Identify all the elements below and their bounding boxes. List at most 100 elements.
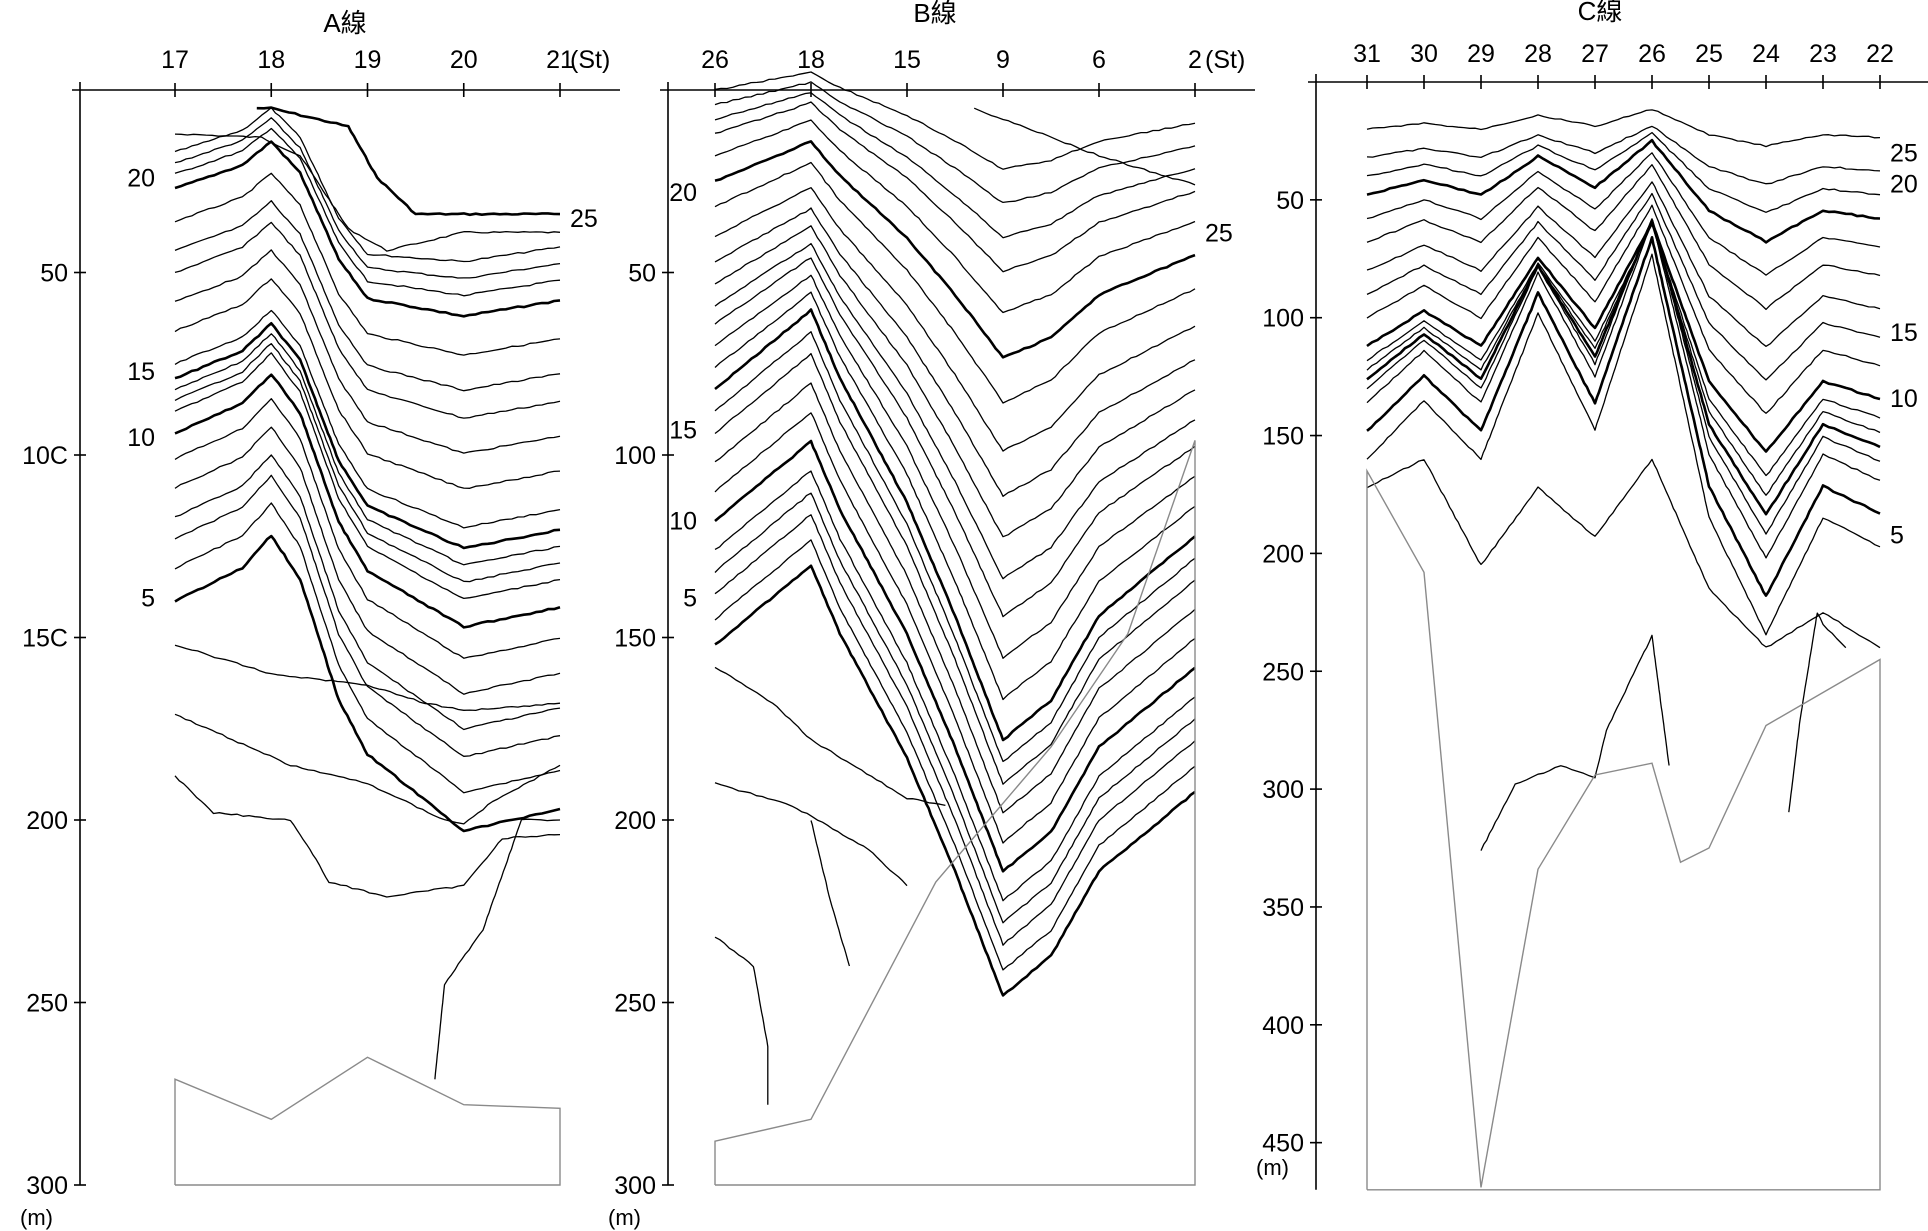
- isotherm-line: [1366, 164, 1881, 311]
- isotherm-label: 5: [1890, 522, 1904, 550]
- isotherm-line: [174, 127, 561, 297]
- isotherm-line: [1366, 109, 1881, 148]
- panel-a-section: A線 17 18 19 20 21(St) 50 10C 15C 200 250 300 (m) 20 15…: [20, 8, 620, 1230]
- sea-bottom-outline: [174, 1056, 561, 1186]
- depth-unit-label: (m): [20, 1205, 53, 1230]
- station-label: 15: [893, 46, 921, 74]
- isotherm-line: [1366, 253, 1881, 636]
- depth-label: 250: [614, 990, 656, 1018]
- isotherm-line: [174, 502, 561, 794]
- sea-bottom-outline: [714, 440, 1196, 1186]
- isotherm-line: [174, 309, 561, 529]
- isotherm-line: [714, 782, 908, 887]
- isotherm-line: [1788, 612, 1847, 813]
- isotherm-line: [174, 474, 561, 757]
- isotherm-line: [174, 249, 561, 454]
- isotherm-line: [714, 331, 1196, 763]
- panel-title: B線: [913, 0, 956, 28]
- isotherm-line: [714, 412, 1196, 844]
- station-label: 24: [1752, 40, 1780, 68]
- panel-title: A線: [323, 8, 366, 38]
- isotherm-line: [1366, 131, 1881, 213]
- isotherm-label: 15: [127, 358, 155, 386]
- isotherm-line: [714, 564, 1196, 997]
- depth-label: 200: [614, 807, 656, 835]
- isotherm-line: [714, 92, 1196, 239]
- isotherm-line: [174, 454, 561, 731]
- isotherm-line: [1366, 458, 1881, 649]
- depth-label: 50: [40, 260, 68, 288]
- panel-c-section: C線 31 30 29 28 27 26 25 24 23 22 50 100 150 200 250 300 3…: [1256, 0, 1928, 1191]
- isotherm-line: [434, 818, 561, 1080]
- depth-label: 350: [1262, 894, 1304, 922]
- station-label: 19: [354, 46, 382, 74]
- depth-label: 300: [1262, 776, 1304, 804]
- station-label: 18: [257, 46, 285, 74]
- isotherm-line: [714, 257, 1196, 618]
- isotherm-line: [714, 81, 1196, 204]
- isotherm-label: 10: [127, 424, 155, 452]
- station-unit-label: (St): [570, 46, 610, 74]
- station-label: 26: [701, 46, 729, 74]
- depth-label: 400: [1262, 1012, 1304, 1040]
- isotherm-line: [714, 514, 1196, 946]
- isotherm-label: 5: [683, 584, 697, 612]
- isotherm-line: [174, 343, 561, 583]
- station-label: 31: [1353, 40, 1381, 68]
- isotherm-line: [714, 352, 1196, 785]
- station-label: 27: [1581, 40, 1609, 68]
- isotherm-line: [714, 308, 1196, 742]
- isotherm-line: [714, 161, 1196, 404]
- isotherm-line: [714, 225, 1196, 538]
- isotherm-line: [714, 187, 1196, 452]
- station-label: 6: [1092, 46, 1106, 74]
- isotherm-line: [714, 470, 1196, 902]
- isotherm-line: [1366, 218, 1881, 535]
- isotherm-label: 20: [1890, 170, 1918, 198]
- isotherm-line: [714, 291, 1196, 701]
- station-label: 23: [1809, 40, 1837, 68]
- isotherm-label: 15: [669, 416, 697, 444]
- depth-label: 15C: [22, 625, 68, 653]
- isotherm-line: [1366, 152, 1881, 276]
- depth-label: 150: [1262, 423, 1304, 451]
- isotherm-line: [174, 140, 561, 318]
- isotherm-line: [1366, 204, 1881, 414]
- station-label: 30: [1410, 40, 1438, 68]
- isotherm-line: [174, 333, 561, 566]
- isotherm-line: [714, 539, 1196, 971]
- isotherm-line: [174, 426, 561, 695]
- depth-label: 250: [1262, 658, 1304, 686]
- depth-label: 50: [1276, 187, 1304, 215]
- station-label: 9: [996, 46, 1010, 74]
- isotherm-line: [714, 242, 1196, 580]
- isotherm-label: 5: [141, 584, 155, 612]
- isotherm-line: [714, 119, 1196, 314]
- depth-label: 100: [614, 442, 656, 470]
- isotherm-line: [714, 936, 769, 1105]
- station-label: 2: [1188, 46, 1202, 74]
- depth-label: 300: [614, 1172, 656, 1200]
- isotherm-line: [174, 644, 561, 712]
- isotherm-line: [174, 278, 561, 489]
- station-label: 28: [1524, 40, 1552, 68]
- station-label: 18: [797, 46, 825, 74]
- depth-label: 10C: [22, 442, 68, 470]
- isotherm-line: [174, 106, 561, 263]
- isotherm-line: [1480, 634, 1670, 851]
- isotherm-label: 25: [1890, 140, 1918, 168]
- depth-unit-label: (m): [1256, 1155, 1289, 1180]
- isotherm-line: [174, 200, 561, 392]
- isotherm-line: [174, 398, 561, 659]
- isotherm-line: [1366, 181, 1881, 347]
- isotherm-line: [1366, 219, 1881, 559]
- station-label: 21: [546, 46, 574, 74]
- isotherm-line: [714, 382, 1196, 814]
- depth-label: 100: [1262, 305, 1304, 333]
- isotherm-label: 20: [669, 179, 697, 207]
- isotherm-line: [714, 207, 1196, 497]
- station-label: 22: [1866, 40, 1894, 68]
- isotherm-line: [174, 534, 561, 833]
- isotherm-line: [174, 352, 561, 600]
